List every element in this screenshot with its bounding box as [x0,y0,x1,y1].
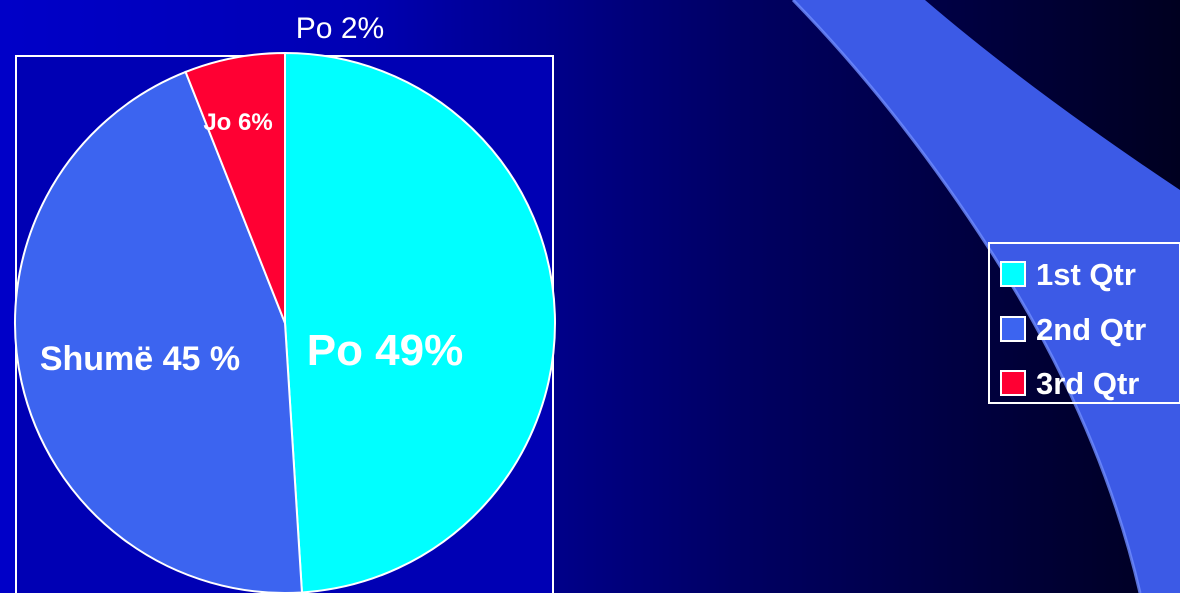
pie-slice-0 [284,51,556,593]
decorative-swoosh [793,0,1180,593]
legend-swatch-2nd-qtr [1000,316,1026,342]
pie-chart: Po 49% Shumë 45 % Jo 6% [14,51,556,593]
pie-slice-label-1: Shumë 45 % [40,340,240,378]
legend-swatch-3rd-qtr [1000,370,1026,396]
legend-swatch-1st-qtr [1000,261,1026,287]
legend-label-1st-qtr: 1st Qtr [1036,257,1136,292]
legend-label-2nd-qtr: 2nd Qtr [1036,312,1146,347]
chart-title: Po 2% [296,12,384,45]
pie-slice-label-2: Jo 6% [203,109,272,136]
legend-label-3rd-qtr: 3rd Qtr [1036,366,1139,401]
legend: 1st Qtr 2nd Qtr 3rd Qtr [988,242,1180,404]
pie-slice-label-0: Po 49% [307,326,464,375]
pie-slice-2 [184,51,286,324]
legend-box [988,242,1180,404]
swoosh-highlight [791,0,1142,593]
pie-slice-1 [14,70,303,593]
